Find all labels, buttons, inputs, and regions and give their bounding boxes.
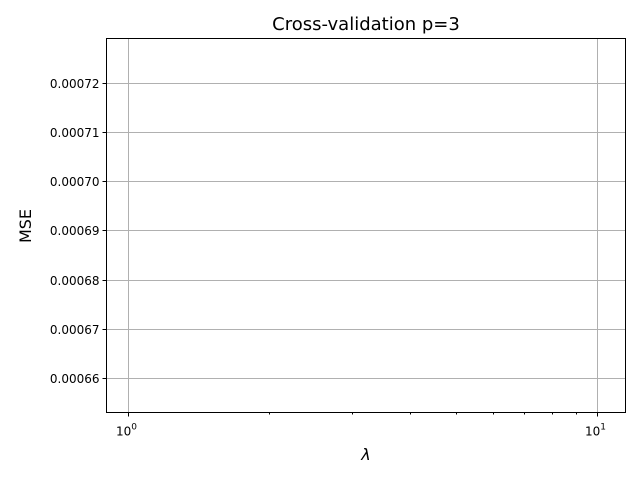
plot-frame — [106, 38, 626, 413]
x-tick-label: 101 — [585, 423, 606, 439]
x-axis-label: λ — [360, 445, 370, 464]
x-tick-label: 100 — [116, 423, 137, 439]
y-axis-label: MSE — [16, 209, 35, 243]
y-tick-label: 0.00068 — [50, 274, 100, 288]
y-tick-label: 0.00070 — [50, 175, 100, 189]
y-tick-label: 0.00072 — [50, 77, 100, 91]
ticks-layer: 0.00066 0.00067 0.00068 0.00069 0.00070 0.000… — [50, 77, 606, 439]
chart-title: Cross-validation p=3 — [272, 14, 460, 35]
y-tick-label: 0.00069 — [50, 224, 100, 238]
grid-layer — [106, 38, 626, 413]
y-tick-label: 0.00066 — [50, 372, 100, 386]
y-tick-label: 0.00067 — [50, 323, 100, 337]
y-tick-label: 0.00071 — [50, 126, 100, 140]
